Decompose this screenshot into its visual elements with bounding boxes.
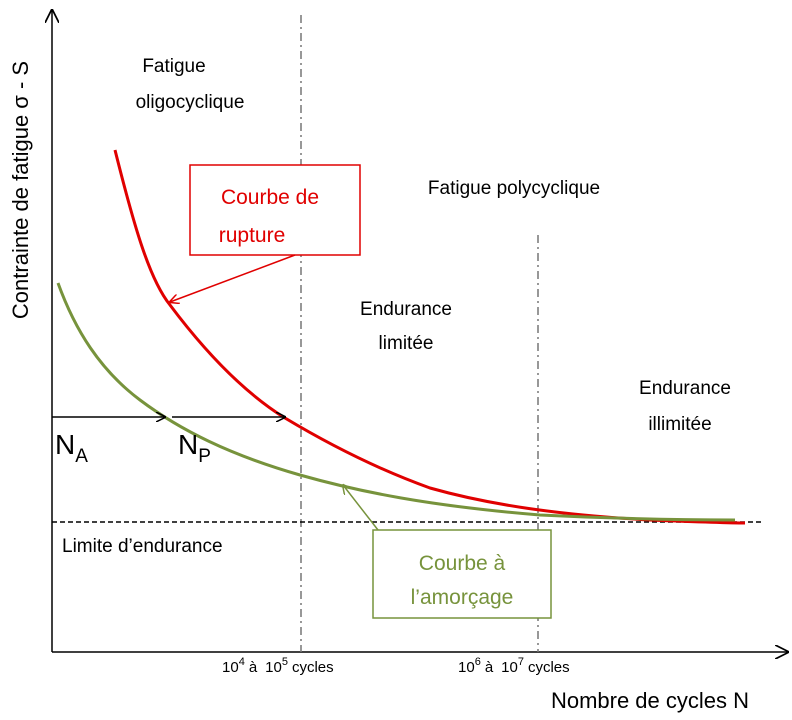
endurance-label: Limite d’endurance bbox=[62, 536, 223, 557]
cycle-base: 10 bbox=[501, 659, 518, 676]
rupture-pointer bbox=[170, 254, 296, 302]
region-label: Endurance bbox=[639, 378, 731, 399]
region-label: limitée bbox=[379, 333, 434, 354]
phase-label: NA bbox=[55, 429, 88, 467]
cycle-joiner: à bbox=[249, 659, 258, 676]
x-axis-label: Nombre de cycles N bbox=[551, 688, 749, 713]
region-label: Fatigue polycyclique bbox=[428, 178, 600, 199]
cycle-base: 10 bbox=[458, 659, 475, 676]
phase-sub: P bbox=[198, 446, 211, 467]
curve-label: l’amorçage bbox=[411, 586, 514, 609]
cycle-marks: 104 à 105 cycles 106 à 107 cycles bbox=[222, 656, 570, 676]
y-axis-label: Contrainte de fatigue σ - S bbox=[8, 61, 33, 319]
region-label: illimitée bbox=[648, 414, 711, 435]
cycle-joiner: à bbox=[485, 659, 494, 676]
phase-base: N bbox=[178, 429, 198, 460]
region-label: oligocyclique bbox=[136, 92, 245, 113]
curve-label: Courbe à bbox=[419, 552, 506, 575]
rupture-box bbox=[189, 164, 361, 256]
cycle-base: 10 bbox=[222, 659, 239, 676]
phase-base: N bbox=[55, 429, 75, 460]
cycle-base: 10 bbox=[265, 659, 282, 676]
cycle-exp: 7 bbox=[518, 656, 524, 668]
initiation-curve bbox=[56, 282, 736, 522]
cycle-exp: 6 bbox=[475, 656, 481, 668]
cycle-mark: 106 à 107 cycles bbox=[458, 656, 570, 676]
cycle-exp: 4 bbox=[239, 656, 245, 668]
initiation-pointer bbox=[343, 485, 379, 531]
region-label: Endurance bbox=[360, 299, 452, 320]
initiation-box bbox=[372, 529, 552, 619]
region-label: Fatigue bbox=[142, 56, 205, 77]
curve-label: Courbe de bbox=[221, 186, 319, 209]
phase-sub: A bbox=[75, 446, 88, 467]
cycle-mark: 104 à 105 cycles bbox=[222, 656, 334, 676]
phase-label: NP bbox=[178, 429, 211, 467]
cycle-unit: cycles bbox=[292, 659, 334, 676]
curve-label: rupture bbox=[219, 224, 286, 247]
cycle-exp: 5 bbox=[282, 656, 288, 668]
cycle-unit: cycles bbox=[528, 659, 570, 676]
